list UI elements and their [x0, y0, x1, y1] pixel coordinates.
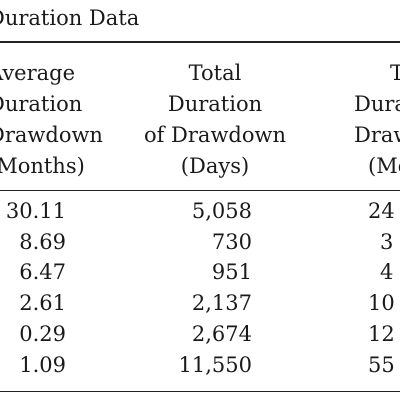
cell-average: 30.11 — [5, 199, 66, 223]
header-line: Duration — [0, 92, 83, 116]
header-average-duration: Average Duration Drawdown (Months) — [0, 58, 103, 182]
cell-truncated: 24 — [368, 199, 395, 223]
table-title: Duration Data — [0, 6, 140, 30]
header-line: (Days) — [180, 154, 250, 178]
header-line: T — [390, 61, 400, 85]
cell-total-days: 5,058 — [191, 199, 252, 223]
header-line: Average — [0, 61, 76, 85]
header-total-duration: Total Duration of Drawdown (Days) — [140, 58, 290, 182]
header-line: Total — [188, 61, 242, 85]
cell-total-days: 951 — [211, 260, 252, 284]
cell-average: 6.47 — [19, 260, 66, 284]
cell-truncated: 55 — [368, 353, 395, 377]
header-line: Draw — [354, 123, 400, 147]
cell-truncated: 3 — [380, 230, 394, 254]
header-line: (Months) — [0, 154, 85, 178]
cell-total-days: 2,674 — [191, 322, 252, 346]
header-truncated-column: T Dura Draw (Mo — [354, 58, 400, 182]
cell-total-days: 730 — [211, 230, 252, 254]
cell-truncated: 10 — [368, 291, 395, 315]
top-rule — [0, 41, 400, 43]
cell-total-days: 11,550 — [178, 353, 252, 377]
cell-average: 0.29 — [19, 322, 66, 346]
cell-average: 2.61 — [19, 291, 66, 315]
header-line: Duration — [167, 92, 263, 116]
cell-average: 1.09 — [19, 353, 66, 377]
cell-average: 8.69 — [19, 230, 66, 254]
cell-truncated: 12 — [368, 322, 395, 346]
header-line: Drawdown — [0, 123, 103, 147]
header-line: Dura — [354, 92, 400, 116]
cell-truncated: 4 — [380, 260, 394, 284]
header-line: of Drawdown — [143, 123, 287, 147]
header-line: (Mo — [368, 154, 400, 178]
header-rule — [0, 190, 400, 191]
cell-total-days: 2,137 — [191, 291, 252, 315]
bottom-rule — [0, 391, 400, 392]
